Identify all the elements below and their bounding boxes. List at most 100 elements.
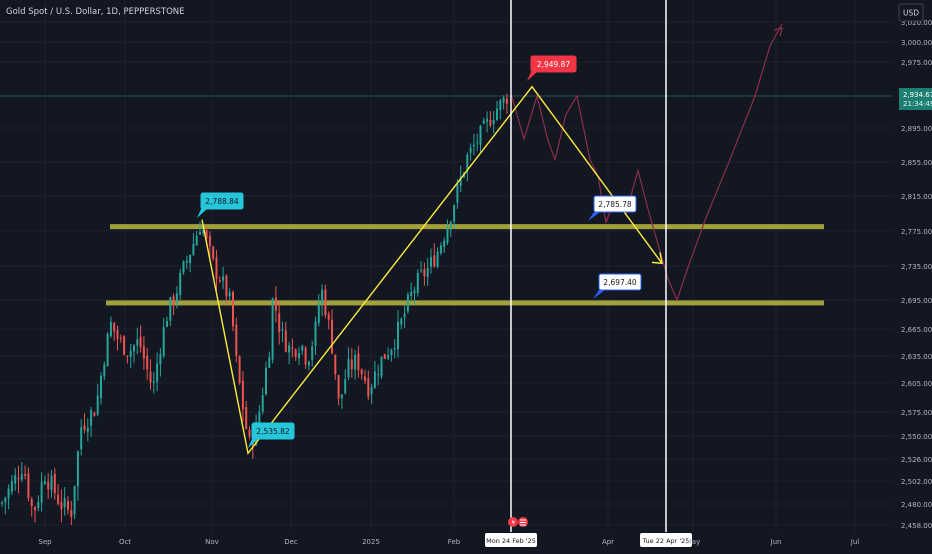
candle-body	[14, 475, 17, 484]
candle-body	[357, 353, 360, 371]
candle-body	[146, 355, 149, 370]
candle-body	[60, 502, 63, 510]
candle-body	[172, 296, 175, 306]
candle-body	[364, 376, 366, 381]
candle-body	[162, 327, 165, 356]
candle-body	[294, 349, 297, 357]
swing-labels[interactable]: 2,788.84 2,535.82 2,949.87 2,785.78 2,697.40	[197, 55, 642, 448]
candle-body	[466, 154, 469, 172]
candle-body	[70, 510, 73, 517]
candle-body	[113, 322, 116, 332]
candle-body	[156, 363, 159, 382]
candle-body	[456, 184, 459, 203]
date-marker-badge[interactable]	[485, 533, 537, 547]
price-tick-label: 2,775.00	[901, 228, 932, 236]
candles	[1, 93, 508, 525]
candle-body	[321, 289, 324, 305]
time-axis[interactable]: Sep Oct Nov Dec 2025 Feb Apr May Jun Jul	[38, 538, 859, 546]
candle-body	[76, 451, 79, 487]
candle-body	[222, 276, 225, 281]
symbol-title: Gold Spot / U.S. Dollar, 1D, PEPPERSTONE	[6, 7, 185, 17]
level-band[interactable]	[106, 300, 824, 306]
candle-body	[354, 354, 357, 370]
candle-body	[17, 477, 20, 480]
candle-body	[472, 144, 475, 147]
candle-body	[344, 379, 347, 394]
currency-button-frame[interactable]	[898, 3, 924, 22]
candle-body	[505, 98, 508, 104]
candle-body	[291, 347, 294, 349]
candle-body	[27, 473, 30, 498]
price-tick-label: 2,502.00	[901, 478, 932, 486]
currency-button[interactable]: USD	[898, 3, 924, 22]
candle-body	[63, 498, 66, 508]
candle-body	[324, 289, 327, 316]
grid	[0, 0, 893, 532]
candle-body	[7, 488, 10, 499]
candle-body	[314, 321, 317, 346]
price-tick-label: 2,895.00	[901, 125, 932, 133]
candle-body	[433, 255, 436, 267]
price-label-box[interactable]	[530, 55, 577, 73]
event-icons[interactable]	[508, 517, 528, 527]
candle-body	[37, 501, 40, 509]
candle-body	[109, 322, 112, 337]
price-label-box[interactable]	[251, 422, 295, 440]
price-tick-label: 3,020.00	[901, 19, 932, 27]
candle-body	[373, 371, 376, 388]
price-label-pointer	[197, 209, 207, 218]
candle-body	[53, 473, 56, 494]
time-tick-label: Feb	[448, 538, 461, 546]
price-label-text: 2,697.40	[603, 278, 637, 287]
candle-body	[169, 297, 172, 321]
candle-body	[159, 354, 162, 365]
candle-body	[205, 229, 208, 239]
candle-body	[100, 375, 102, 399]
candle-body	[189, 254, 192, 264]
support-resistance-levels[interactable]	[106, 224, 824, 306]
candle-body	[502, 97, 505, 103]
level-band[interactable]	[110, 224, 824, 230]
price-axis[interactable]: 3,020.00 3,000.00 2,975.00 2,895.00 2,855.00…	[893, 0, 932, 550]
zigzag-trend-line[interactable]	[201, 85, 663, 455]
time-tick-label: Oct	[119, 538, 131, 546]
candle-body	[43, 481, 46, 484]
currency-button-label[interactable]: USD	[903, 9, 919, 18]
candle-body	[453, 205, 456, 222]
candle-body	[430, 256, 432, 267]
candle-body	[245, 407, 248, 429]
candle-body	[479, 125, 482, 145]
candle-body	[195, 235, 198, 246]
candle-body	[281, 329, 284, 331]
candle-body	[182, 261, 185, 273]
price-label-box[interactable]	[593, 195, 637, 213]
vertical-markers[interactable]: Mon 24 Feb '25 Tue 22 Apr '25	[485, 0, 692, 547]
candle-body	[443, 240, 446, 248]
date-marker-badge[interactable]	[640, 533, 692, 547]
last-price-badge-bg	[899, 88, 932, 110]
candle-body	[152, 381, 155, 383]
price-axis-bg[interactable]	[893, 0, 932, 550]
candle-body	[340, 394, 343, 399]
flag-stripe-icon	[520, 519, 526, 521]
candle-body	[311, 346, 314, 361]
candle-body	[410, 292, 413, 296]
candle-body	[347, 358, 350, 378]
price-label-pointer	[248, 439, 258, 448]
price-tick-label: 2,855.00	[901, 159, 932, 167]
price-tick-label: 2,526.00	[901, 456, 932, 464]
candle-body	[304, 347, 307, 365]
candle-body	[103, 364, 106, 377]
candle-body	[393, 347, 396, 350]
candle-body	[50, 475, 53, 491]
candle-body	[436, 251, 439, 267]
trend-lines[interactable]	[201, 85, 663, 455]
candle-body	[225, 275, 228, 297]
candle-body	[179, 272, 182, 295]
price-label-box[interactable]	[598, 273, 642, 291]
price-label-box[interactable]	[200, 192, 244, 210]
price-tick-label: 2,550.00	[901, 433, 932, 441]
